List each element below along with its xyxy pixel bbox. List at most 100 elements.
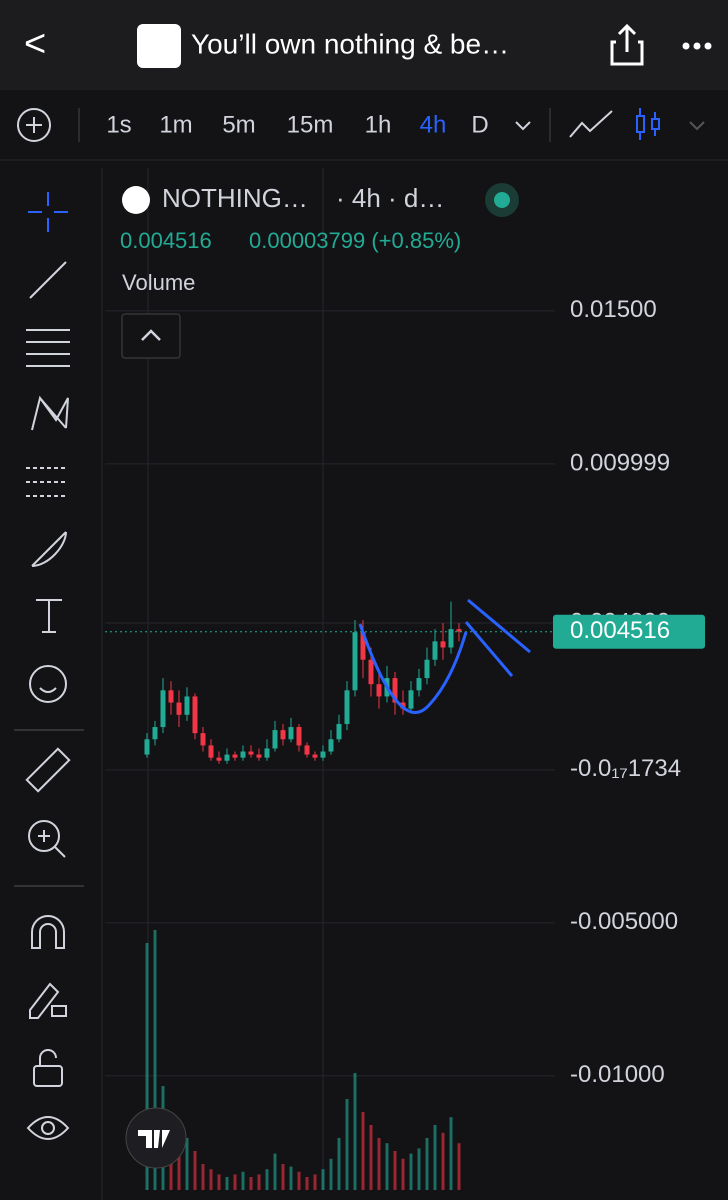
legend-change: 0.00003799 (+0.85%) xyxy=(249,228,461,253)
drawn-lines xyxy=(464,598,531,677)
zoom-tool[interactable] xyxy=(28,820,60,852)
candle-body xyxy=(272,730,278,749)
volume-label: Volume xyxy=(122,270,195,295)
volume-bar xyxy=(185,1138,189,1190)
parallel-tool[interactable] xyxy=(26,329,70,367)
add-button[interactable] xyxy=(17,108,51,142)
lock-drawings[interactable] xyxy=(29,982,60,1019)
indicators-button[interactable] xyxy=(569,110,613,138)
volume-bar xyxy=(281,1164,285,1190)
volume-bar xyxy=(241,1171,245,1190)
back-button[interactable]: < xyxy=(24,23,46,65)
symbol-icon xyxy=(122,186,150,214)
drawn-curve xyxy=(358,623,468,715)
volume-bar xyxy=(209,1169,213,1190)
top-bar xyxy=(0,0,728,90)
volume-bar xyxy=(393,1151,397,1190)
chart-type-button[interactable] xyxy=(636,108,660,140)
candle-body xyxy=(296,727,302,746)
candle-body xyxy=(368,659,374,685)
volume-bar xyxy=(225,1177,229,1190)
candle-body xyxy=(288,727,294,740)
collapse-button[interactable] xyxy=(121,313,181,359)
volume-bar xyxy=(385,1143,389,1190)
candle-body xyxy=(192,696,198,734)
volume-bar xyxy=(337,1138,341,1190)
trend-line-tool[interactable] xyxy=(29,261,67,299)
candle-body xyxy=(416,678,422,691)
candle-body xyxy=(336,723,342,740)
volume-bar xyxy=(257,1174,261,1190)
ruler-tool[interactable] xyxy=(25,747,71,793)
more-timeframes[interactable] xyxy=(515,121,531,131)
volume-bar xyxy=(249,1177,253,1190)
unlock-tool[interactable] xyxy=(33,1065,63,1087)
crosshair-tool[interactable] xyxy=(28,192,68,232)
candle-body xyxy=(432,641,438,660)
shape-tool[interactable] xyxy=(31,531,67,567)
volume-bar xyxy=(289,1166,293,1190)
volume-bar xyxy=(217,1174,221,1190)
volume-bar xyxy=(457,1143,461,1190)
avatar xyxy=(137,24,181,68)
timeframe-button[interactable]: 4h xyxy=(420,111,447,138)
timeframe-button[interactable]: 1h xyxy=(365,111,392,138)
candle-body xyxy=(328,739,334,752)
chart-type-menu[interactable] xyxy=(689,121,705,131)
pattern-tool[interactable] xyxy=(31,395,69,431)
candle-body xyxy=(408,690,414,709)
volume-bar xyxy=(321,1169,325,1190)
drawing-toolbar xyxy=(0,161,100,1200)
volume-bar xyxy=(193,1151,197,1190)
candle-body xyxy=(200,733,206,746)
hide-tool[interactable] xyxy=(26,1116,70,1140)
timeframe-button[interactable]: 15m xyxy=(287,111,334,138)
candle-body xyxy=(232,754,238,758)
volume-bar xyxy=(273,1153,277,1190)
candle-body xyxy=(224,754,230,761)
y-tick-label: 0.009999 xyxy=(570,449,670,476)
volume-bar xyxy=(305,1177,309,1190)
timeframe-button[interactable]: 1m xyxy=(159,111,192,138)
candle-body xyxy=(344,690,350,724)
candle-body xyxy=(360,632,366,660)
candle-body xyxy=(424,659,430,679)
page-title: You’ll own nothing & be… xyxy=(191,28,509,59)
symbol-details: · 4h · d… xyxy=(336,183,444,213)
volume-bar xyxy=(297,1171,301,1190)
volume-bar xyxy=(153,930,157,1190)
last-price-badge xyxy=(553,614,705,649)
timeframe-button[interactable]: 5m xyxy=(222,111,255,138)
volume-bar xyxy=(369,1125,373,1190)
candle-body xyxy=(312,754,318,758)
candle-body xyxy=(208,745,214,758)
candle-body xyxy=(456,629,462,632)
legend-price: 0.004516 xyxy=(120,228,212,253)
volume-bar xyxy=(145,943,149,1190)
magnet-tool[interactable] xyxy=(31,915,65,949)
candle-body xyxy=(392,678,398,703)
candle-body xyxy=(352,632,358,691)
volume-bar xyxy=(201,1164,205,1190)
candle-body xyxy=(304,745,310,755)
volume-bar xyxy=(377,1138,381,1190)
candle-body xyxy=(320,751,326,758)
candle-body xyxy=(448,629,454,648)
share-button[interactable] xyxy=(610,23,644,66)
more-button[interactable] xyxy=(682,42,712,50)
candle-body xyxy=(240,751,246,758)
symbol-name[interactable]: NOTHING… xyxy=(162,183,308,213)
volume-bar xyxy=(265,1169,269,1190)
timeframe-button[interactable]: 1s xyxy=(106,111,131,138)
candle-body xyxy=(216,757,222,761)
candle-body xyxy=(248,751,254,755)
last-price-label: 0.004516 xyxy=(570,617,670,644)
candle-body xyxy=(280,730,286,740)
emoji-tool[interactable] xyxy=(29,665,67,703)
volume-bar xyxy=(425,1138,429,1190)
text-tool[interactable] xyxy=(36,599,62,633)
volume-bar xyxy=(233,1174,237,1190)
timeframe-button[interactable]: D xyxy=(471,111,488,138)
